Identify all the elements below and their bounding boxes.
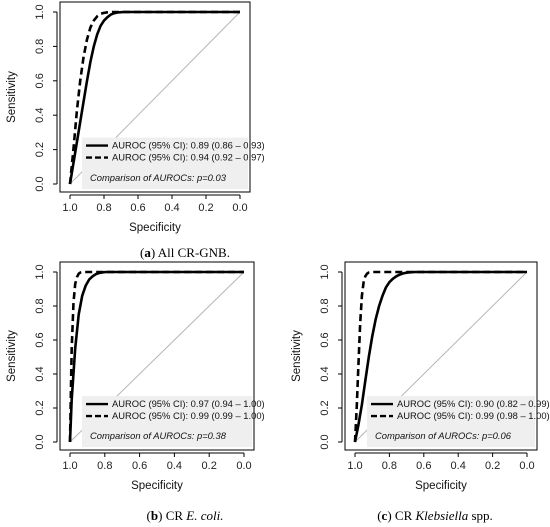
panel-c-y-tick-label-4: 0.8 bbox=[319, 298, 331, 313]
caption-c-suffix: spp. bbox=[468, 508, 493, 523]
panel-a-legend-label-0: AUROC (95% CI): 0.89 (0.86 – 0.93) bbox=[112, 140, 265, 151]
panel-c-y-tick-label-0: 0.0 bbox=[319, 434, 331, 449]
panel-b-x-tick-label-4: 0.2 bbox=[202, 460, 217, 472]
panel-c-series-dashed-line bbox=[353, 270, 527, 443]
panel-c-y-tick-label-2: 0.4 bbox=[319, 366, 331, 381]
panel-b-y-axis-label: Sensitivity bbox=[6, 330, 18, 382]
panel-a-y-tick-label-1: 0.2 bbox=[34, 142, 46, 157]
panel-a-x-tick-label-4: 0.2 bbox=[198, 202, 213, 214]
panel-a-y-tick-label-5: 1.0 bbox=[34, 4, 46, 19]
panel-b-comparison-annotation: Comparison of AUROCs: p=0.38 bbox=[90, 430, 227, 441]
panel-a-y-tick-label-4: 0.8 bbox=[34, 39, 46, 54]
panel-c-y-tick-label-1: 0.2 bbox=[319, 400, 331, 415]
panel-c-x-tick-label-5: 0.0 bbox=[519, 460, 534, 472]
panel-c-x-tick-label-4: 0.2 bbox=[485, 460, 500, 472]
caption-c-letter: c bbox=[381, 508, 388, 523]
panel-a-x-tick-label-3: 0.4 bbox=[164, 202, 179, 214]
panel-a-x-tick-label-0: 1.0 bbox=[62, 202, 77, 214]
caption-a: (a) All CR-GNB. bbox=[140, 245, 230, 260]
panel-b-series-dashed-line bbox=[68, 270, 244, 443]
panel-b-x-tick-label-1: 0.8 bbox=[97, 460, 112, 472]
panel-b-legend-label-0: AUROC (95% CI): 0.97 (0.94 – 1.00) bbox=[112, 398, 265, 409]
panel-c-x-tick-label-2: 0.6 bbox=[416, 460, 431, 472]
panel-c-chart: 1.0 0.8 0.6 0.4 0.2 0.0 0.0 0.2 0.4 0.6 0.8 1.0 Spec… bbox=[291, 261, 550, 492]
panel-c-x-tick-label-3: 0.4 bbox=[451, 460, 466, 472]
caption-c-italic: Klebsiella bbox=[415, 508, 469, 523]
caption-b-italic: E. coli. bbox=[186, 508, 224, 523]
panel-b-y-tick-label-2: 0.4 bbox=[34, 366, 46, 381]
panel-a-y-tick-label-3: 0.6 bbox=[34, 73, 46, 88]
panel-a-x-tick-label-1: 0.8 bbox=[96, 202, 111, 214]
panel-a-legend-background bbox=[82, 137, 248, 190]
panel-b-x-tick-label-0: 1.0 bbox=[62, 460, 77, 472]
panel-c-x-tick-label-1: 0.8 bbox=[382, 460, 397, 472]
panel-a-legend-label-1: AUROC (95% CI): 0.94 (0.92 – 0.97) bbox=[112, 152, 265, 163]
panel-b-x-tick-label-5: 0.0 bbox=[236, 460, 251, 472]
panel-b-y-tick-label-4: 0.8 bbox=[34, 298, 46, 313]
panel-c-legend: AUROC (95% CI): 0.90 (0.82 – 0.99)AUROC … bbox=[367, 396, 550, 448]
panel-b-y-tick-label-0: 0.0 bbox=[34, 434, 46, 449]
caption-c-text: CR bbox=[394, 508, 416, 523]
panel-c-legend-label-1: AUROC (95% CI): 0.99 (0.98 – 1.00) bbox=[397, 410, 550, 421]
panel-b-legend: AUROC (95% CI): 0.97 (0.94 – 1.00)AUROC … bbox=[82, 396, 265, 448]
panel-b-chart: 1.0 0.8 0.6 0.4 0.2 0.0 0.0 0.2 0.4 0.6 0.8 1.0 Spec… bbox=[6, 261, 265, 492]
panel-b-y-tick-label-5: 1.0 bbox=[34, 264, 46, 279]
panel-b-x-tick-label-3: 0.4 bbox=[167, 460, 182, 472]
caption-b-letter: b bbox=[150, 508, 159, 523]
caption-a-text: All CR-GNB. bbox=[157, 245, 230, 260]
panel-c-legend-background bbox=[367, 396, 535, 448]
panel-b-legend-label-1: AUROC (95% CI): 0.99 (0.99 – 1.00) bbox=[112, 410, 265, 421]
panel-a-series-solid-line bbox=[68, 10, 240, 185]
panel-b-x-axis-label: Specificity bbox=[131, 480, 183, 492]
panel-a-y-axis-label: Sensitivity bbox=[6, 71, 18, 123]
panel-c-y-tick-label-5: 1.0 bbox=[319, 264, 331, 279]
panel-c-y-tick-label-3: 0.6 bbox=[319, 332, 331, 347]
panel-c-comparison-annotation: Comparison of AUROCs: p=0.06 bbox=[375, 430, 512, 441]
panel-c-legend-label-0: AUROC (95% CI): 0.90 (0.82 – 0.99) bbox=[397, 398, 550, 409]
panel-a-x-axis-label: Specificity bbox=[129, 222, 181, 234]
panel-a-legend: AUROC (95% CI): 0.89 (0.86 – 0.93)AUROC … bbox=[82, 137, 265, 190]
caption-a-letter: a bbox=[144, 245, 151, 260]
caption-b-text: CR bbox=[165, 508, 187, 523]
panel-c-y-axis-label: Sensitivity bbox=[291, 330, 303, 382]
panel-b-x-tick-label-2: 0.6 bbox=[132, 460, 147, 472]
panel-b-y-tick-label-1: 0.2 bbox=[34, 400, 46, 415]
panel-a-comparison-annotation: Comparison of AUROCs: p=0.03 bbox=[90, 172, 227, 183]
panel-c-x-axis-label: Specificity bbox=[415, 480, 467, 492]
panel-a-y-tick-label-2: 0.4 bbox=[34, 108, 46, 123]
panel-b-y-tick-label-3: 0.6 bbox=[34, 332, 46, 347]
caption-c: (c) CR Klebsiella spp. bbox=[377, 508, 493, 523]
panel-a-x-tick-label-5: 0.0 bbox=[232, 202, 247, 214]
panel-a-x-tick-label-2: 0.6 bbox=[130, 202, 145, 214]
panel-a-y-tick-label-0: 0.0 bbox=[34, 176, 46, 191]
panel-a-chart: 1.0 0.8 0.6 0.4 0.2 0.0 0.0 0.2 0.4 0.6 0.8 1.0 Spec… bbox=[6, 1, 265, 234]
panel-c-x-tick-label-0: 1.0 bbox=[347, 460, 362, 472]
caption-b: (b) CR E. coli. bbox=[146, 508, 224, 523]
panel-a-series-dashed-line bbox=[68, 10, 240, 185]
panel-b-legend-background bbox=[82, 396, 252, 448]
